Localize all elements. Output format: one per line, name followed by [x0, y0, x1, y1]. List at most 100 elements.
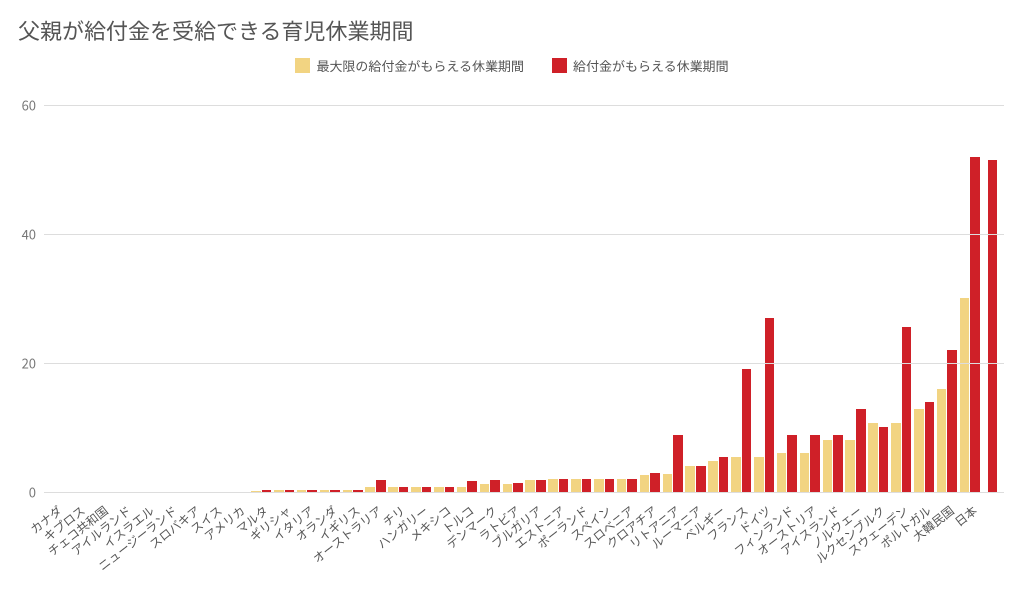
- chart-container: 父親が給付金を受給できる育児休業期間 最大限の給付金がもらえる休業期間 給付金が…: [0, 0, 1024, 604]
- bar-series-1: [650, 473, 660, 492]
- chart-title: 父親が給付金を受給できる育児休業期間: [18, 14, 414, 46]
- bar-group: [478, 92, 501, 492]
- bar-series-0: [525, 480, 535, 492]
- bar-series-1: [467, 481, 477, 492]
- bar-group: [593, 92, 616, 492]
- bar-group: [204, 92, 227, 492]
- bar-series-0: [617, 479, 627, 492]
- bar-group: [113, 92, 136, 492]
- bar-group: [821, 92, 844, 492]
- bar-group-extra: [981, 92, 1004, 492]
- bar-group: [227, 92, 250, 492]
- bar-group: [936, 92, 959, 492]
- bar-group: [250, 92, 273, 492]
- bar-series-0: [937, 389, 947, 492]
- x-axis-labels: カナダキプロスチェコ共和国アイルランドイスラエルニュージーランドスロバキアスイス…: [44, 494, 1004, 604]
- bar-group: [295, 92, 318, 492]
- bar-series-0: [754, 457, 764, 492]
- bar-series-1: [559, 479, 569, 492]
- bar-series-1: [810, 435, 820, 492]
- bar-series-1: [605, 479, 615, 492]
- bar-series-0: [777, 453, 787, 492]
- bar-group: [776, 92, 799, 492]
- bar-group: [913, 92, 936, 492]
- bar-group: [455, 92, 478, 492]
- bar-series-0: [663, 474, 673, 492]
- bars-area: [44, 92, 1004, 492]
- bar-series-0: [914, 409, 924, 492]
- bar-group: [867, 92, 890, 492]
- bar-series-1: [513, 483, 523, 492]
- bar-series-0: [480, 484, 490, 492]
- gridline: [44, 492, 1004, 493]
- bar-series-1: [856, 409, 866, 492]
- bar-series-0: [960, 298, 970, 492]
- bar-group: [433, 92, 456, 492]
- bar-series-0: [548, 479, 558, 492]
- gridline: [44, 363, 1004, 364]
- bar-series-1: [742, 369, 752, 492]
- bar-group: [753, 92, 776, 492]
- bar-series-1: [536, 480, 546, 492]
- bar-series-1: [879, 427, 889, 492]
- bar-series-1: [833, 435, 843, 492]
- bar-group: [158, 92, 181, 492]
- bar-series-0: [868, 423, 878, 492]
- legend-swatch-0: [295, 58, 310, 73]
- bar-group: [638, 92, 661, 492]
- bar-group: [341, 92, 364, 492]
- bar-series-1: [719, 457, 729, 492]
- bar-series-1: [490, 480, 500, 492]
- bar-series-0: [685, 466, 695, 492]
- bar-series-0: [503, 484, 513, 492]
- legend-swatch-1: [552, 58, 567, 73]
- bar-group: [730, 92, 753, 492]
- bar-series-1: [947, 350, 957, 492]
- bar-group: [318, 92, 341, 492]
- bar-series-0: [640, 475, 650, 492]
- bar-group: [501, 92, 524, 492]
- bar-group: [707, 92, 730, 492]
- bar-series-0: [800, 453, 810, 492]
- bar-group: [44, 92, 67, 492]
- y-tick-label: 60: [22, 95, 44, 114]
- bar-group: [958, 92, 981, 492]
- bar-series-1: [902, 327, 912, 492]
- gridline: [44, 105, 1004, 106]
- bar-series-0: [823, 440, 833, 492]
- bar-series-1: [696, 466, 706, 492]
- bar-group: [67, 92, 90, 492]
- bar-group: [135, 92, 158, 492]
- bar-series-1: [787, 435, 797, 492]
- bar-group: [798, 92, 821, 492]
- bar-group: [615, 92, 638, 492]
- bar-series-0: [594, 479, 604, 492]
- bar-group: [90, 92, 113, 492]
- bar-series-0: [891, 423, 901, 492]
- bar-series-0: [708, 461, 718, 492]
- bar-group: [364, 92, 387, 492]
- y-tick-label: 0: [29, 483, 44, 502]
- y-tick-label: 40: [22, 224, 44, 243]
- legend: 最大限の給付金がもらえる休業期間 給付金がもらえる休業期間: [0, 56, 1024, 75]
- gridline: [44, 234, 1004, 235]
- bar-group: [181, 92, 204, 492]
- bar-group: [684, 92, 707, 492]
- bar-series-0: [731, 457, 741, 492]
- bar-group: [661, 92, 684, 492]
- bar-group: [387, 92, 410, 492]
- bar-series-1: [970, 157, 980, 492]
- x-tick-label: 日本: [951, 502, 980, 530]
- legend-item-1: 給付金がもらえる休業期間: [552, 56, 729, 75]
- bar-group: [570, 92, 593, 492]
- bar-group: [273, 92, 296, 492]
- bar-group: [410, 92, 433, 492]
- bar-group: [547, 92, 570, 492]
- plot-area: 0204060: [44, 92, 1004, 492]
- bar-group: [890, 92, 913, 492]
- bar-extra: [988, 160, 998, 492]
- bar-series-1: [765, 318, 775, 492]
- legend-item-0: 最大限の給付金がもらえる休業期間: [295, 56, 524, 75]
- bar-group: [524, 92, 547, 492]
- bar-series-0: [571, 479, 581, 492]
